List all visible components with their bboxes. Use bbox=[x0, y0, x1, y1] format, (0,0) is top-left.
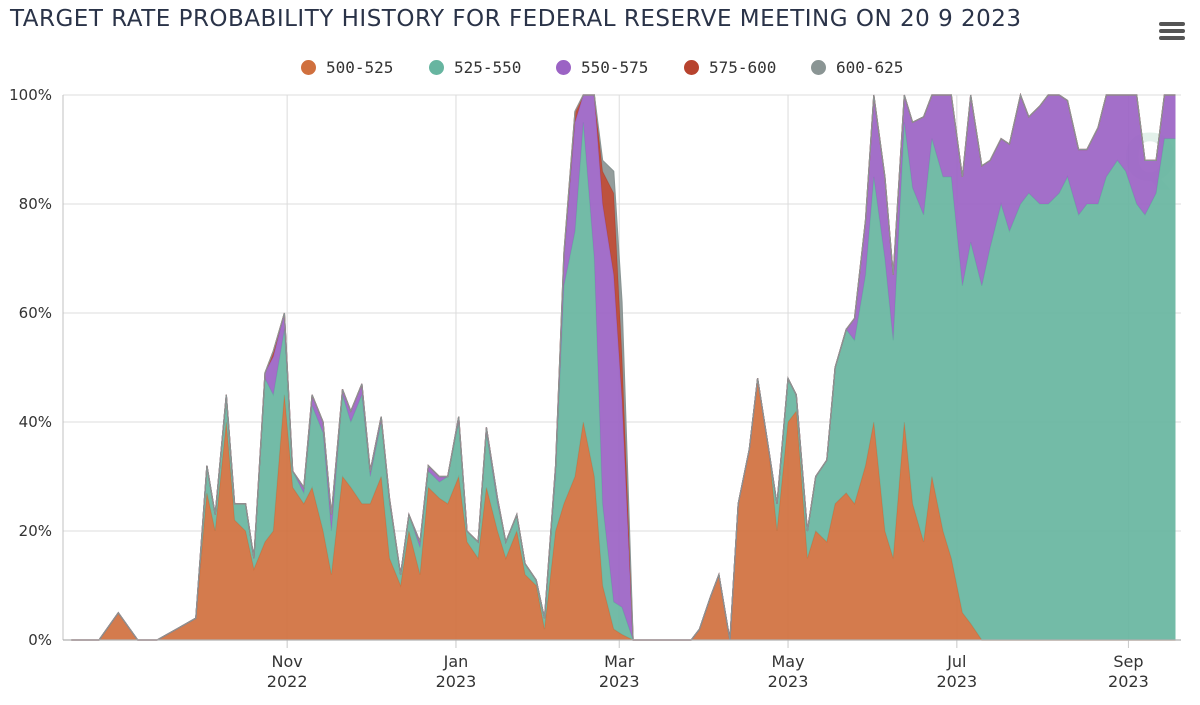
chart-title: TARGET RATE PROBABILITY HISTORY FOR FEDE… bbox=[10, 6, 1022, 32]
x-tick-year-label: 2023 bbox=[599, 672, 640, 691]
legend-label-600-625: 600-625 bbox=[836, 57, 904, 77]
axes bbox=[62, 95, 1181, 648]
legend-label-550-575: 550-575 bbox=[581, 57, 649, 77]
y-tick-label: 20% bbox=[19, 522, 52, 540]
x-tick-label: Jul bbox=[946, 652, 966, 671]
hamburger-menu-icon[interactable] bbox=[1159, 22, 1185, 44]
y-axis-ticks: 0% 20% 40% 60% 80% 100% bbox=[9, 86, 52, 649]
legend-item-500-525[interactable]: 500-525 bbox=[301, 55, 393, 79]
chart-legend: 500-525 525-550 550-575 575-600 600-625 bbox=[0, 55, 1200, 79]
y-tick-label: 100% bbox=[9, 86, 52, 104]
y-tick-label: 80% bbox=[19, 195, 52, 213]
y-tick-label: 60% bbox=[19, 304, 52, 322]
x-tick-year-label: 2023 bbox=[1108, 672, 1149, 691]
x-tick-label: Sep bbox=[1113, 652, 1143, 671]
area-series-500-525 bbox=[71, 378, 1176, 640]
legend-label-575-600: 575-600 bbox=[709, 57, 777, 77]
legend-marker-600-625 bbox=[811, 59, 826, 75]
legend-marker-500-525 bbox=[301, 59, 316, 75]
y-tick-label: 0% bbox=[28, 631, 52, 649]
area-series bbox=[71, 92, 1176, 641]
area-series-600-625 bbox=[71, 95, 1176, 640]
legend-marker-575-600 bbox=[684, 59, 699, 75]
menu-bar bbox=[1159, 36, 1185, 40]
legend-item-525-550[interactable]: 525-550 bbox=[429, 55, 521, 79]
x-tick-year-label: 2023 bbox=[436, 672, 477, 691]
area-series-525-550 bbox=[71, 122, 1176, 641]
y-tick-label: 40% bbox=[19, 413, 52, 431]
x-tick-label: Jan bbox=[443, 652, 469, 671]
x-tick-year-label: 2022 bbox=[267, 672, 308, 691]
menu-bar bbox=[1159, 29, 1185, 33]
menu-bar bbox=[1159, 22, 1185, 26]
x-tick-label: May bbox=[772, 652, 805, 671]
legend-label-500-525: 500-525 bbox=[326, 57, 394, 77]
area-series-550-575 bbox=[71, 95, 1176, 640]
x-tick-year-label: 2023 bbox=[768, 672, 809, 691]
x-tick-label: Nov bbox=[272, 652, 303, 671]
x-tick-label: Mar bbox=[604, 652, 635, 671]
legend-item-550-575[interactable]: 550-575 bbox=[556, 55, 648, 79]
legend-item-600-625[interactable]: 600-625 bbox=[811, 55, 903, 79]
x-axis-ticks: Nov2022Jan2023Mar2023May2023Jul2023Sep20… bbox=[267, 652, 1149, 691]
legend-marker-550-575 bbox=[556, 59, 571, 75]
legend-label-525-550: 525-550 bbox=[454, 57, 522, 77]
legend-item-575-600[interactable]: 575-600 bbox=[684, 55, 776, 79]
legend-marker-525-550 bbox=[429, 59, 444, 75]
x-tick-year-label: 2023 bbox=[936, 672, 977, 691]
